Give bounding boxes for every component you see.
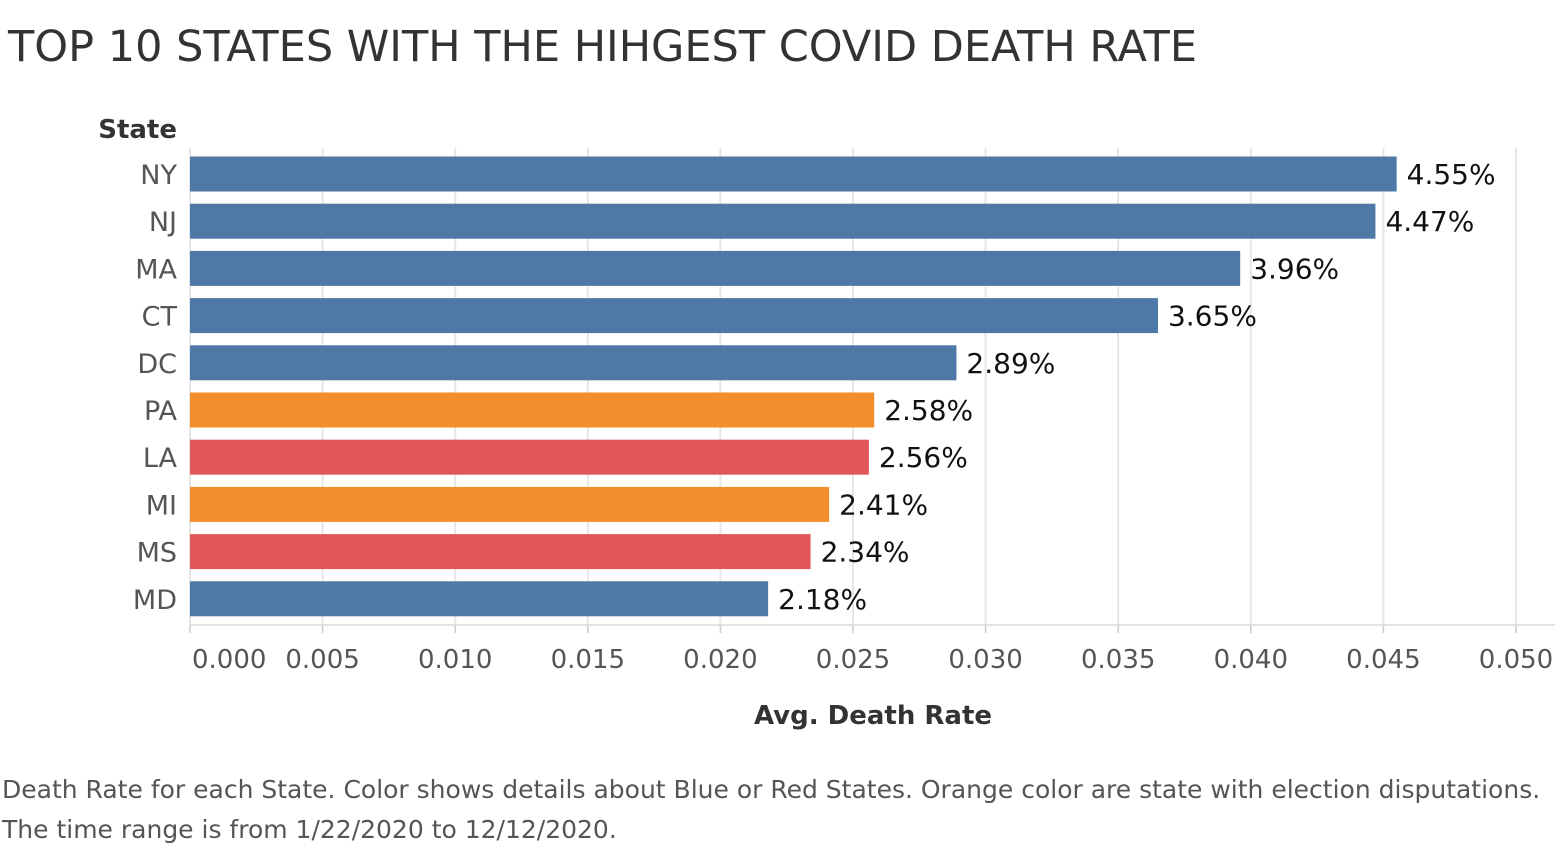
x-tick-label: 0.030 (948, 645, 1022, 675)
bar (190, 156, 1397, 192)
bar (190, 203, 1376, 239)
x-tick-label: 0.025 (816, 645, 890, 675)
category-label: NJ (149, 207, 177, 238)
bar (190, 298, 1158, 334)
value-label: 2.41% (839, 488, 928, 521)
bar (190, 345, 957, 381)
category-label: DC (137, 349, 177, 380)
bars (190, 156, 1397, 617)
x-tick-label: 0.015 (551, 645, 625, 675)
x-tick-label: 0.050 (1479, 645, 1553, 675)
x-axis-title: Avg. Death Rate (754, 701, 992, 731)
x-tick-label: 0.010 (418, 645, 492, 675)
value-label: 4.55% (1407, 158, 1496, 191)
x-tick-label: 0.045 (1346, 645, 1420, 675)
category-label: LA (143, 443, 178, 474)
bar (190, 581, 769, 617)
category-label: CT (142, 302, 178, 333)
value-label: 2.58% (884, 394, 973, 427)
x-tick-labels: 0.000 0.005 0.010 0.015 0.020 0.025 0.030 0.035… (192, 645, 1553, 675)
bar (190, 534, 811, 570)
value-label: 2.89% (966, 347, 1055, 380)
chart-title: TOP 10 STATES WITH THE HIHGEST COVID DEA… (8, 22, 1198, 72)
category-labels: NY NJ MA CT DC PA LA MI MS MD (133, 160, 178, 616)
value-label: 2.56% (879, 441, 968, 474)
x-tick-label: 0.005 (285, 645, 359, 675)
value-label: 3.96% (1250, 252, 1339, 285)
category-label: NY (140, 160, 177, 191)
chart-caption: Death Rate for each State. Color shows d… (2, 775, 1541, 844)
bar (190, 250, 1241, 286)
bar (190, 486, 830, 522)
bar (190, 392, 875, 428)
category-label: PA (144, 396, 178, 427)
category-label: MS (137, 538, 177, 569)
category-label: MI (146, 490, 177, 521)
value-label: 3.65% (1168, 300, 1257, 333)
category-label: MD (133, 585, 177, 616)
x-tick-label: 0.040 (1214, 645, 1288, 675)
value-label: 4.47% (1385, 205, 1474, 238)
value-labels: 4.55% 4.47% 3.96% 3.65% 2.89% 2.58% 2.56% 2.41%… (778, 158, 1495, 616)
value-label: 2.34% (821, 536, 910, 569)
y-axis-title: State (98, 115, 177, 145)
bar (190, 439, 869, 475)
category-label: MA (135, 254, 177, 285)
x-tick-label: 0.035 (1081, 645, 1155, 675)
value-label: 2.18% (778, 583, 867, 616)
x-tick-label: 0.020 (683, 645, 757, 675)
x-tick-label: 0.000 (192, 645, 266, 675)
